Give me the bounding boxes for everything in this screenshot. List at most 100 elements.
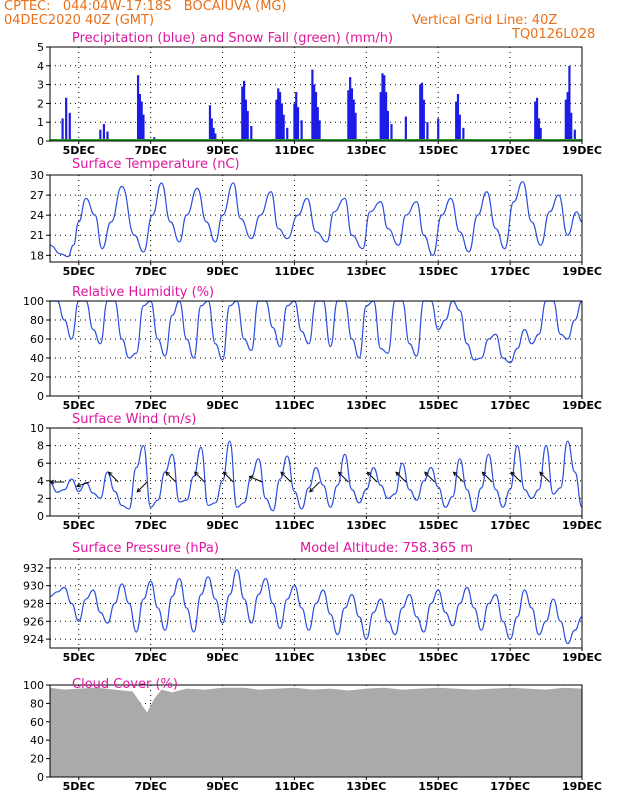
x-tick-label: 5DEC xyxy=(63,780,95,793)
precip-bar xyxy=(247,111,249,141)
x-tick-label: 15DEC xyxy=(418,780,458,793)
x-tick-label: 15DEC xyxy=(418,399,458,412)
y-tick-label: 0 xyxy=(37,771,44,784)
y-tick-label: 40 xyxy=(30,734,44,747)
precip-bar xyxy=(65,98,67,141)
precip-bar xyxy=(301,120,303,141)
meteogram-charts: 0 1 2 3 4 5 5DEC 7DEC 9DEC 11DEC 13DEC 15DEC 17DEC 19… xyxy=(0,0,618,800)
precip-bar xyxy=(426,122,428,141)
panel-2: 0204060801005DEC 7DEC 9DEC 11DEC 13DEC 15DEC 1… xyxy=(23,285,602,412)
x-tick-label: 7DEC xyxy=(134,144,166,157)
x-tick-label: 19DEC xyxy=(562,780,602,793)
precip-bar xyxy=(405,117,407,141)
panel-1: 18 21 24 27 30 5DEC 7DEC 9DEC 11DEC 13DEC 15DEC 17D… xyxy=(30,157,602,278)
precip-bar xyxy=(318,120,320,141)
y-tick-label: 2 xyxy=(37,492,44,505)
precip-bar xyxy=(354,113,356,141)
x-tick-label: 11DEC xyxy=(274,144,314,157)
x-tick-label: 7DEC xyxy=(134,651,166,664)
x-tick-label: 17DEC xyxy=(490,399,530,412)
x-tick-label: 9DEC xyxy=(206,780,238,793)
x-tick-label: 17DEC xyxy=(490,265,530,278)
panel-title: Precipitation (blue) and Snow Fall (gree… xyxy=(72,31,393,46)
y-tick-label: 80 xyxy=(30,697,44,710)
x-tick-label: 7DEC xyxy=(134,265,166,278)
precip-bar xyxy=(570,113,572,141)
y-tick-label: 40 xyxy=(30,352,44,365)
x-tick-label: 19DEC xyxy=(562,519,602,532)
x-tick-label: 13DEC xyxy=(346,399,386,412)
x-tick-label: 19DEC xyxy=(562,144,602,157)
y-tick-label: 21 xyxy=(30,229,44,242)
panel-title: Surface Wind (m/s) xyxy=(72,412,196,427)
x-tick-label: 9DEC xyxy=(206,651,238,664)
y-tick-label: 6 xyxy=(37,457,44,470)
y-tick-label: 20 xyxy=(30,753,44,766)
x-tick-label: 5DEC xyxy=(63,519,95,532)
x-tick-label: 5DEC xyxy=(63,651,95,664)
panel-title: Surface Pressure (hPa) xyxy=(72,541,219,556)
y-tick-label: 0 xyxy=(37,510,44,523)
x-tick-label: 5DEC xyxy=(63,399,95,412)
precip-bar xyxy=(142,115,144,141)
y-tick-label: 3 xyxy=(37,79,44,92)
y-tick-label: 8 xyxy=(37,440,44,453)
y-tick-label: 1 xyxy=(37,116,44,129)
y-tick-label: 4 xyxy=(37,475,44,488)
x-tick-label: 13DEC xyxy=(346,780,386,793)
x-tick-label: 13DEC xyxy=(346,651,386,664)
x-tick-label: 9DEC xyxy=(206,519,238,532)
precip-bar xyxy=(69,113,71,141)
x-tick-label: 7DEC xyxy=(134,780,166,793)
y-tick-label: 930 xyxy=(23,580,44,593)
y-tick-label: 80 xyxy=(30,314,44,327)
x-tick-label: 9DEC xyxy=(206,144,238,157)
panel-0: 0 1 2 3 4 5 5DEC 7DEC 9DEC 11DEC 13DEC 15DEC 17DEC 19… xyxy=(37,31,602,157)
x-tick-label: 5DEC xyxy=(63,265,95,278)
cloud-cover-area xyxy=(50,688,582,777)
x-tick-label: 13DEC xyxy=(346,265,386,278)
x-tick-label: 7DEC xyxy=(134,519,166,532)
x-tick-label: 19DEC xyxy=(562,399,602,412)
x-tick-label: 17DEC xyxy=(490,780,530,793)
y-tick-label: 30 xyxy=(30,169,44,182)
precip-bar xyxy=(390,124,392,141)
plot-area xyxy=(50,428,582,516)
x-tick-label: 15DEC xyxy=(418,144,458,157)
y-tick-label: 18 xyxy=(30,249,44,262)
panel-3: 02468105DEC 7DEC 9DEC 11DEC 13DEC 15DEC 17DEC 1… xyxy=(30,412,602,532)
y-tick-label: 926 xyxy=(23,615,44,628)
precip-bar xyxy=(283,115,285,141)
y-tick-label: 2 xyxy=(37,97,44,110)
x-tick-label: 17DEC xyxy=(490,144,530,157)
precip-bar xyxy=(423,100,425,141)
precip-bar xyxy=(437,118,439,141)
y-tick-label: 924 xyxy=(23,633,44,646)
panel-subtitle: Model Altitude: 758.365 m xyxy=(300,541,473,556)
x-tick-label: 19DEC xyxy=(562,651,602,664)
y-tick-label: 5 xyxy=(37,41,44,54)
x-tick-label: 17DEC xyxy=(490,519,530,532)
x-tick-label: 9DEC xyxy=(206,265,238,278)
panel-title: Surface Temperature (nC) xyxy=(72,157,240,172)
x-tick-label: 11DEC xyxy=(274,780,314,793)
x-tick-label: 9DEC xyxy=(206,399,238,412)
x-tick-label: 13DEC xyxy=(346,144,386,157)
precip-bar xyxy=(459,115,461,141)
y-tick-label: 100 xyxy=(23,679,44,692)
precip-bar xyxy=(250,126,252,141)
panel-title: Cloud Cover (%) xyxy=(72,677,178,692)
x-tick-label: 11DEC xyxy=(274,399,314,412)
precip-bar xyxy=(297,107,299,141)
panel-4: 9249269289309325DEC 7DEC 9DEC 11DEC 13DEC 15D… xyxy=(23,541,602,664)
x-tick-label: 19DEC xyxy=(562,265,602,278)
panel-5: 0204060801005DEC 7DEC 9DEC 11DEC 13DEC 15DEC 1… xyxy=(23,677,602,793)
y-tick-label: 24 xyxy=(30,209,44,222)
x-tick-label: 11DEC xyxy=(274,651,314,664)
y-tick-label: 60 xyxy=(30,333,44,346)
precip-bar xyxy=(61,118,63,141)
panel-title: Relative Humidity (%) xyxy=(72,285,214,300)
x-tick-label: 11DEC xyxy=(274,265,314,278)
x-tick-label: 15DEC xyxy=(418,651,458,664)
x-tick-label: 7DEC xyxy=(134,399,166,412)
